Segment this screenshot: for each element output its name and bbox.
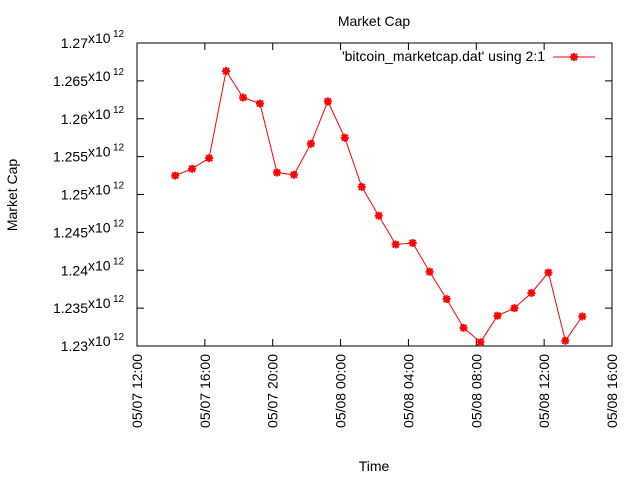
x-axis-ticks: 05/07 12:00 05/07 16:00 05/07 20:00 05/08 0… bbox=[129, 43, 620, 428]
y-tick-exponent-power: 12 bbox=[113, 143, 125, 154]
data-point bbox=[357, 182, 366, 191]
data-point bbox=[188, 164, 197, 173]
data-point bbox=[340, 133, 349, 142]
y-tick-exponent: x10 bbox=[88, 68, 111, 84]
data-point bbox=[493, 311, 502, 320]
y-tick-exponent-power: 12 bbox=[113, 218, 125, 229]
y-axis-label: Market Cap bbox=[4, 159, 20, 232]
data-point bbox=[306, 139, 315, 148]
legend-label: 'bitcoin_marketcap.dat' using 2:1 bbox=[342, 48, 545, 64]
data-point bbox=[289, 170, 298, 179]
y-tick-label: 1.265 bbox=[53, 73, 88, 89]
plot-area-frame bbox=[136, 42, 613, 347]
data-point bbox=[578, 312, 587, 321]
legend-marker bbox=[570, 53, 578, 61]
y-tick-exponent: x10 bbox=[88, 144, 111, 160]
data-point bbox=[561, 336, 570, 345]
y-tick-exponent: x10 bbox=[88, 333, 111, 349]
y-tick-label: 1.26 bbox=[61, 111, 88, 127]
y-tick-exponent-power: 12 bbox=[113, 294, 125, 305]
y-tick-exponent: x10 bbox=[88, 182, 111, 198]
x-tick-label: 05/07 12:00 bbox=[129, 354, 145, 428]
data-point bbox=[171, 171, 180, 180]
x-tick-label: 05/08 12:00 bbox=[536, 354, 552, 428]
series-line bbox=[175, 69, 583, 343]
x-tick-label: 05/07 20:00 bbox=[265, 354, 281, 428]
data-point bbox=[374, 211, 383, 220]
x-tick-label: 05/08 08:00 bbox=[468, 354, 484, 428]
x-tick-label: 05/08 04:00 bbox=[400, 354, 416, 428]
data-point bbox=[408, 238, 417, 247]
data-point bbox=[527, 288, 536, 297]
y-tick-exponent-power: 12 bbox=[113, 256, 125, 267]
data-point bbox=[205, 154, 214, 163]
x-tick-label: 05/08 16:00 bbox=[604, 354, 620, 428]
data-point bbox=[459, 323, 468, 332]
y-tick-exponent-power: 12 bbox=[113, 181, 125, 192]
data-point bbox=[544, 268, 553, 277]
y-tick-exponent-power: 12 bbox=[113, 29, 125, 40]
data-point bbox=[391, 240, 400, 249]
data-point bbox=[323, 97, 332, 106]
x-tick-label: 05/07 16:00 bbox=[197, 354, 213, 428]
y-tick-exponent-power: 12 bbox=[113, 332, 125, 343]
y-tick-exponent-power: 12 bbox=[113, 67, 125, 78]
y-tick-exponent: x10 bbox=[88, 295, 111, 311]
x-tick-label: 05/08 00:00 bbox=[333, 354, 349, 428]
y-tick-label: 1.255 bbox=[53, 149, 88, 165]
y-tick-label: 1.235 bbox=[53, 300, 88, 316]
y-tick-label: 1.245 bbox=[53, 224, 88, 240]
data-point bbox=[425, 267, 434, 276]
y-tick-label: 1.25 bbox=[61, 187, 88, 203]
y-tick-exponent: x10 bbox=[88, 30, 111, 46]
y-tick-exponent: x10 bbox=[88, 219, 111, 235]
data-point bbox=[255, 99, 264, 108]
series-points bbox=[171, 67, 587, 347]
y-tick-label: 1.24 bbox=[61, 262, 88, 278]
data-point bbox=[222, 67, 231, 76]
legend: 'bitcoin_marketcap.dat' using 2:1 bbox=[342, 48, 595, 64]
data-point bbox=[239, 93, 248, 102]
y-tick-exponent: x10 bbox=[88, 106, 111, 122]
y-axis-ticks: 1.23 x10 121.235 x10 121.24 x10 121.245 x10 121.… bbox=[53, 29, 612, 354]
y-tick-label: 1.23 bbox=[61, 338, 88, 354]
y-tick-exponent: x10 bbox=[88, 257, 111, 273]
data-point bbox=[442, 295, 451, 304]
chart-title: Market Cap bbox=[338, 13, 411, 29]
data-point bbox=[510, 304, 519, 313]
x-axis-label: Time bbox=[359, 458, 390, 474]
y-tick-label: 1.27 bbox=[61, 35, 88, 51]
data-point bbox=[476, 338, 485, 347]
y-tick-exponent-power: 12 bbox=[113, 105, 125, 116]
data-point bbox=[272, 168, 281, 177]
